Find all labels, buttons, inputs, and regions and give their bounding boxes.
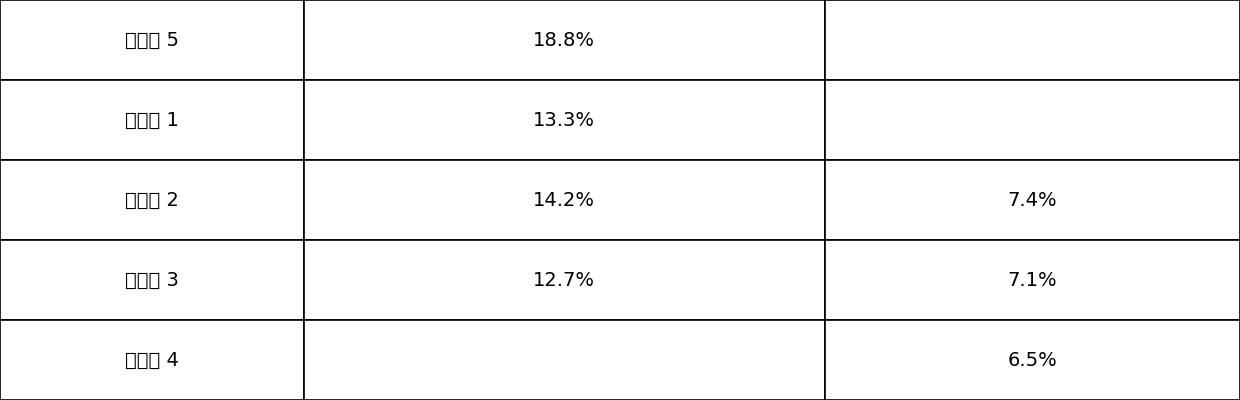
Text: 18.8%: 18.8% [533,30,595,50]
Bar [304,240,825,320]
Bar [0,160,304,240]
Text: 实施例 5: 实施例 5 [125,30,179,50]
Text: 13.3%: 13.3% [533,110,595,130]
Bar [0,80,304,160]
Text: 对比例 1: 对比例 1 [125,110,179,130]
Text: 对比例 4: 对比例 4 [125,350,179,370]
Text: 12.7%: 12.7% [533,270,595,290]
Text: 对比例 2: 对比例 2 [125,190,179,210]
Bar [304,80,825,160]
Bar [0,240,304,320]
Text: 14.2%: 14.2% [533,190,595,210]
Text: 7.4%: 7.4% [1007,190,1058,210]
Text: 对比例 3: 对比例 3 [125,270,179,290]
Bar [304,0,825,80]
Bar [304,320,825,400]
Bar [825,160,1240,240]
Text: 6.5%: 6.5% [1007,350,1058,370]
Bar [304,160,825,240]
Text: 7.1%: 7.1% [1007,270,1058,290]
Bar [825,80,1240,160]
Bar [825,320,1240,400]
Bar [825,0,1240,80]
Bar [0,0,304,80]
Bar [0,320,304,400]
Bar [825,240,1240,320]
